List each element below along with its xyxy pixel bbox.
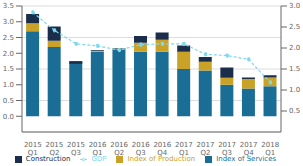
svg-text:1.5: 1.5: [289, 65, 295, 73]
svg-text:2015Q2: 2015Q2: [45, 141, 63, 157]
svg-text:2017Q3: 2017Q3: [218, 141, 236, 157]
svg-text:1.0: 1.0: [289, 86, 295, 94]
html-text:Index of Production: Index of Production: [127, 155, 196, 163]
svg-text:1.5: 1.5: [8, 65, 14, 73]
svg-text:2018Q1: 2018Q1: [261, 141, 279, 157]
svg-text:2015Q3: 2015Q3: [67, 141, 85, 157]
svg-text:2017Q4: 2017Q4: [240, 141, 258, 157]
svg-text:3.0: 3.0: [289, 2, 295, 10]
svg-text:0.5: 0.5: [289, 107, 295, 115]
svg-text:2016Q2: 2016Q2: [110, 141, 128, 157]
svg-text:2015Q1: 2015Q1: [24, 141, 42, 157]
svg-text:2016Q4: 2016Q4: [153, 141, 171, 157]
svg-text:2017Q1: 2017Q1: [175, 141, 193, 157]
svg-text:2016Q1: 2016Q1: [89, 141, 107, 157]
svg-text:0.0: 0.0: [8, 113, 14, 121]
svg-text:2.0: 2.0: [8, 50, 14, 58]
html-text:GDP: GDP: [91, 155, 107, 163]
svg-text:2.5: 2.5: [289, 23, 295, 31]
svg-text:3.5: 3.5: [8, 2, 14, 10]
html-text:Construction: Construction: [25, 155, 71, 163]
svg-text:2017Q2: 2017Q2: [197, 141, 215, 157]
svg-text:2016Q3: 2016Q3: [132, 141, 150, 157]
svg-text:0.5: 0.5: [8, 97, 14, 105]
svg-text:2.0: 2.0: [289, 44, 295, 52]
svg-text:2.5: 2.5: [8, 34, 14, 42]
svg-text:3.0: 3.0: [8, 18, 14, 26]
svg-text:1.0: 1.0: [8, 81, 14, 89]
html-text:Index of Services: Index of Services: [216, 155, 277, 163]
